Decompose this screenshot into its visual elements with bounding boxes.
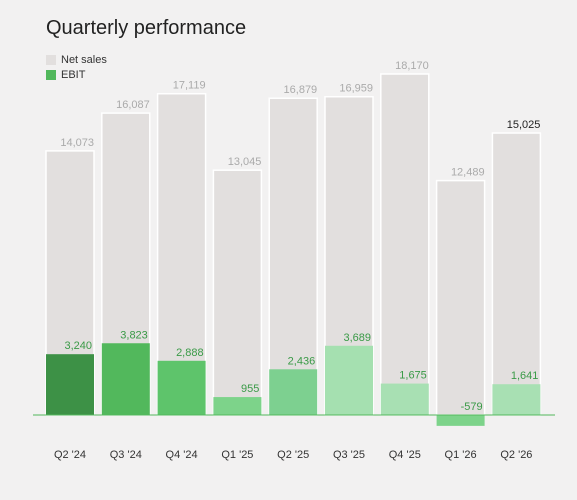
net-sales-label: 16,879 xyxy=(284,84,318,96)
x-tick-label: Q3 '25 xyxy=(333,449,365,461)
net-sales-label: 15,025 xyxy=(507,119,541,131)
net-sales-label: 17,119 xyxy=(173,80,206,92)
ebit-bar xyxy=(101,343,150,415)
ebit-bar xyxy=(436,415,485,426)
net-sales-bar xyxy=(212,169,263,416)
net-sales-label: 16,959 xyxy=(339,83,373,95)
net-sales-bar xyxy=(380,73,430,416)
x-tick-label: Q3 '24 xyxy=(110,449,142,461)
ebit-label: 2,436 xyxy=(288,355,316,367)
ebit-label: 955 xyxy=(241,383,259,395)
ebit-label: 3,823 xyxy=(120,329,148,341)
x-tick-label: Q4 '24 xyxy=(166,449,198,461)
net-sales-label: 16,087 xyxy=(116,99,150,111)
ebit-label: 1,641 xyxy=(511,370,539,382)
net-sales-bar xyxy=(435,179,486,416)
x-tick-label: Q4 '25 xyxy=(389,449,421,461)
legend-swatch xyxy=(46,55,56,65)
legend-label: Net sales xyxy=(61,54,107,66)
ebit-label: 2,888 xyxy=(176,347,204,359)
net-sales-bar xyxy=(268,97,318,416)
ebit-bar xyxy=(46,354,94,415)
ebit-label: 3,689 xyxy=(343,332,371,344)
net-sales-label: 13,045 xyxy=(228,156,262,168)
ebit-bar xyxy=(380,383,429,415)
x-tick-label: Q1 '25 xyxy=(221,449,253,461)
ebit-label: -579 xyxy=(461,401,483,413)
legend-swatch xyxy=(46,70,56,80)
net-sales-label: 14,073 xyxy=(60,137,94,149)
x-tick-label: Q2 '26 xyxy=(500,449,532,461)
ebit-bar xyxy=(213,397,262,415)
ebit-bar xyxy=(325,345,373,415)
ebit-bar xyxy=(157,360,206,415)
net-sales-label: 12,489 xyxy=(451,167,485,179)
x-tick-label: Q2 '24 xyxy=(54,449,86,461)
ebit-bar xyxy=(492,384,541,415)
net-sales-label: 18,170 xyxy=(395,60,429,72)
ebit-bar xyxy=(269,369,318,415)
ebit-label: 1,675 xyxy=(399,370,427,382)
chart-title: Quarterly performance xyxy=(46,17,246,39)
x-tick-label: Q1 '26 xyxy=(445,449,477,461)
x-tick-label: Q2 '25 xyxy=(277,449,309,461)
legend-label: EBIT xyxy=(61,69,86,81)
ebit-label: 3,240 xyxy=(64,340,92,352)
